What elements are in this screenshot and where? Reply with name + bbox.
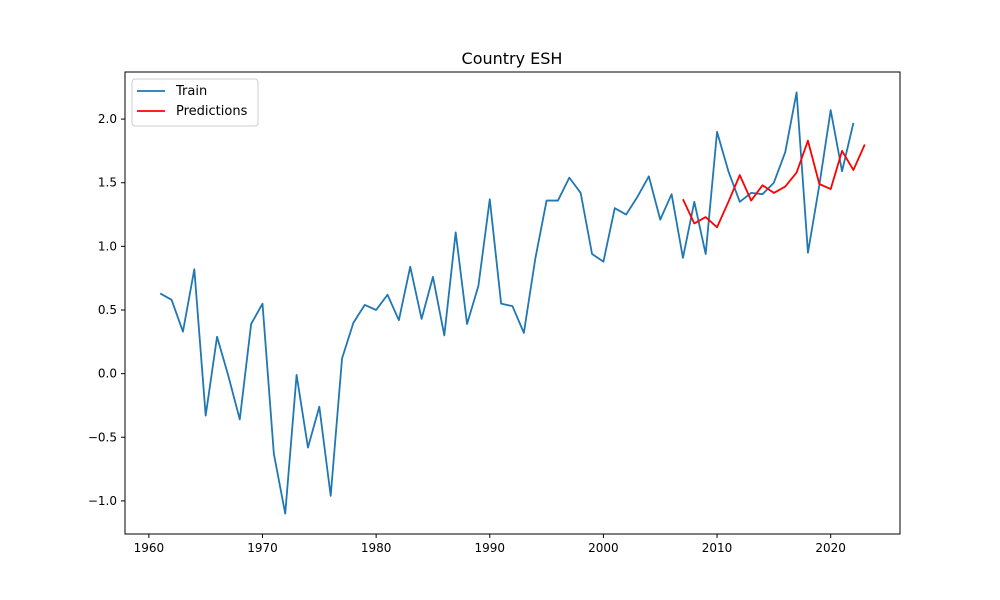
y-tick-label: 1.0 <box>98 239 117 253</box>
y-tick-label: 1.5 <box>98 176 117 190</box>
series-line-predictions <box>682 139 866 229</box>
axis-ticks: 1960 1970 1980 1990 2000 2010 2020 −1.0 −0.5 0.0 0… <box>88 112 846 555</box>
axes-frame <box>124 71 901 535</box>
x-tick-label: 2020 <box>815 541 846 555</box>
x-tick-label: 1990 <box>474 541 505 555</box>
series-line-train <box>159 91 855 515</box>
y-tick-label: 0.0 <box>98 367 117 381</box>
x-tick-label: 1980 <box>361 541 392 555</box>
y-tick-label: 0.5 <box>98 303 117 317</box>
x-tick-label: 1970 <box>247 541 278 555</box>
y-tick-label: −0.5 <box>88 430 117 444</box>
legend-label-predictions: Predictions <box>176 104 248 119</box>
y-tick-label: −1.0 <box>88 494 117 508</box>
x-tick-label: 2010 <box>702 541 733 555</box>
legend: Train Predictions <box>131 78 259 127</box>
y-tick-label: 2.0 <box>98 112 117 126</box>
plot-area <box>159 91 866 515</box>
chart-title: Country ESH <box>462 49 563 68</box>
x-tick-label: 1960 <box>134 541 165 555</box>
legend-label-train: Train <box>175 84 207 99</box>
x-tick-label: 2000 <box>588 541 619 555</box>
